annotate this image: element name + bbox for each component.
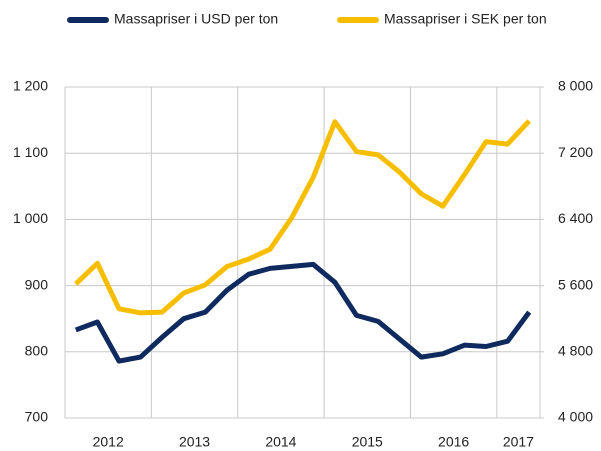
x-tick-label: 2016 — [438, 434, 469, 450]
x-tick-label: 2014 — [265, 434, 296, 450]
legend-label: Massapriser i USD per ton — [114, 11, 278, 27]
legend-label: Massapriser i SEK per ton — [384, 11, 547, 27]
y2-tick-label: 4 800 — [558, 343, 593, 359]
y2-tick-label: 5 600 — [558, 276, 593, 292]
y-tick-label: 1 100 — [13, 144, 48, 160]
y2-tick-label: 7 200 — [558, 144, 593, 160]
x-tick-label: 2015 — [352, 434, 383, 450]
y2-tick-label: 6 400 — [558, 210, 593, 226]
y2-tick-label: 8 000 — [558, 78, 593, 94]
y-tick-label: 1 000 — [13, 210, 48, 226]
series-line — [74, 261, 532, 364]
y-tick-label: 1 200 — [13, 78, 48, 94]
series-line — [74, 119, 532, 316]
x-tick-label: 2017 — [503, 434, 534, 450]
y-tick-label: 900 — [25, 276, 49, 292]
y-tick-label: 700 — [25, 409, 49, 425]
y2-tick-label: 4 000 — [558, 409, 593, 425]
x-tick-label: 2012 — [93, 434, 124, 450]
y-tick-label: 800 — [25, 343, 49, 359]
x-tick-label: 2013 — [179, 434, 210, 450]
